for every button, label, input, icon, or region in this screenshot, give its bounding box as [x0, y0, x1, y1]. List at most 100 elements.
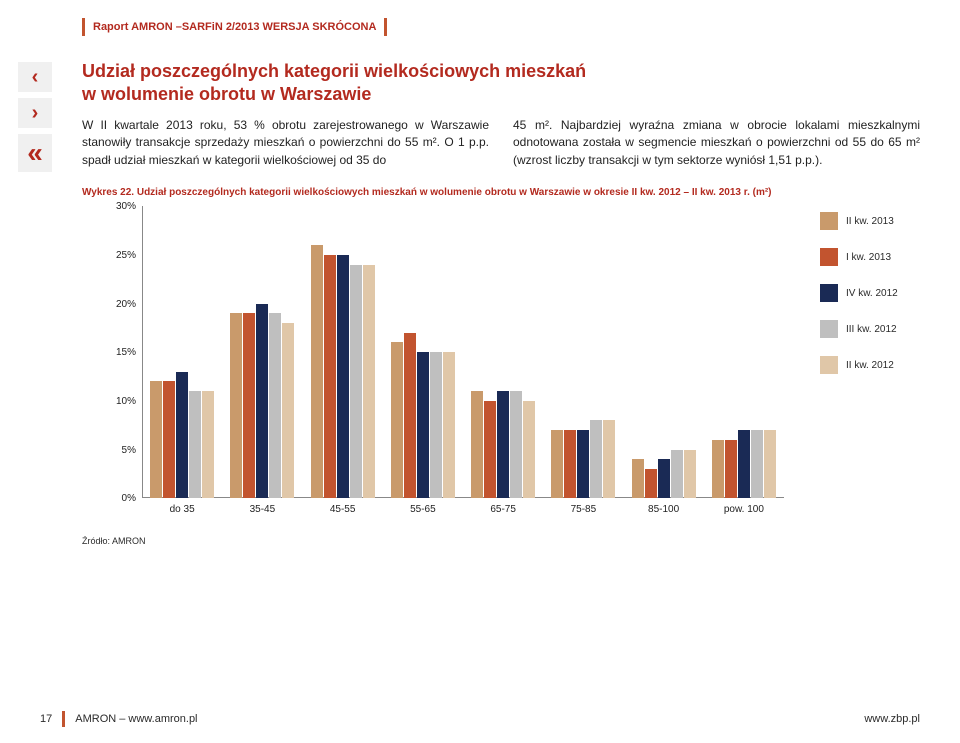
bar-group — [624, 206, 704, 498]
legend-item: III kw. 2012 — [820, 320, 898, 338]
y-tick-label: 30% — [92, 201, 136, 212]
y-tick-label: 25% — [92, 250, 136, 261]
y-tick-label: 0% — [92, 493, 136, 504]
bar — [282, 323, 294, 498]
bar — [404, 333, 416, 498]
bar — [337, 255, 349, 498]
bar — [350, 265, 362, 499]
legend-swatch — [820, 248, 838, 266]
x-label: 85-100 — [624, 504, 704, 518]
bar — [603, 420, 615, 498]
legend-swatch — [820, 212, 838, 230]
header-label: Raport AMRON –SARFiN 2/2013 WERSJA SKRÓC… — [93, 21, 376, 33]
page-nav: ‹ › « — [18, 62, 52, 178]
chevron-left-icon: ‹ — [32, 66, 39, 89]
y-tick-label: 10% — [92, 396, 136, 407]
bar — [523, 401, 535, 498]
bar — [443, 352, 455, 498]
x-label: 55-65 — [383, 504, 463, 518]
bar-group — [463, 206, 543, 498]
bar — [764, 430, 776, 498]
legend-swatch — [820, 320, 838, 338]
footer-right: www.zbp.pl — [864, 713, 920, 725]
footer-tick — [62, 711, 65, 727]
legend-swatch — [820, 284, 838, 302]
section-title: Udział poszczególnych kategorii wielkośc… — [82, 60, 602, 105]
x-label: pow. 100 — [704, 504, 784, 518]
legend-label: I kw. 2013 — [846, 252, 891, 263]
bar — [311, 245, 323, 498]
legend-swatch — [820, 356, 838, 374]
x-label: 35-45 — [222, 504, 302, 518]
x-label: 75-85 — [543, 504, 623, 518]
bar — [391, 342, 403, 498]
bar — [256, 304, 268, 499]
bar — [417, 352, 429, 498]
bar — [324, 255, 336, 498]
legend-label: IV kw. 2012 — [846, 288, 898, 299]
bar — [510, 391, 522, 498]
bar-groups — [142, 206, 784, 498]
bar — [202, 391, 214, 498]
bar — [645, 469, 657, 498]
bar — [471, 391, 483, 498]
page-number: 17 — [40, 713, 52, 725]
legend-item: IV kw. 2012 — [820, 284, 898, 302]
nav-home-button[interactable]: « — [18, 134, 52, 172]
header-tick-left — [82, 18, 85, 36]
legend-label: II kw. 2013 — [846, 216, 894, 227]
bar-group — [142, 206, 222, 498]
bar — [590, 420, 602, 498]
x-label: do 35 — [142, 504, 222, 518]
bar — [738, 430, 750, 498]
body-col-right: 45 m². Najbardziej wyraźna zmiana w obro… — [513, 117, 920, 169]
footer-left: AMRON – www.amron.pl — [75, 713, 197, 725]
legend-item: II kw. 2012 — [820, 356, 898, 374]
page-footer: 17 AMRON – www.amron.pl www.zbp.pl — [40, 711, 920, 727]
y-tick-label: 20% — [92, 299, 136, 310]
bar — [712, 440, 724, 498]
bar-chart: 0%5%10%15%20%25%30%do 3535-4545-5555-656… — [92, 206, 792, 526]
body-text: W II kwartale 2013 roku, 53 % obrotu zar… — [82, 117, 920, 169]
x-label: 65-75 — [463, 504, 543, 518]
bar — [243, 313, 255, 498]
nav-next-button[interactable]: › — [18, 98, 52, 128]
bar — [671, 450, 683, 499]
x-labels: do 3535-4545-5555-6565-7575-8585-100pow.… — [142, 504, 784, 518]
body-col-left: W II kwartale 2013 roku, 53 % obrotu zar… — [82, 117, 489, 169]
bar — [484, 401, 496, 498]
bar-group — [303, 206, 383, 498]
nav-prev-button[interactable]: ‹ — [18, 62, 52, 92]
bar — [497, 391, 509, 498]
bar — [363, 265, 375, 499]
y-tick-label: 5% — [92, 445, 136, 456]
legend-label: III kw. 2012 — [846, 324, 897, 335]
bar — [658, 459, 670, 498]
header-tick-right — [384, 18, 387, 36]
bar — [751, 430, 763, 498]
bar — [430, 352, 442, 498]
legend-item: II kw. 2013 — [820, 212, 898, 230]
bar — [163, 381, 175, 498]
bar — [551, 430, 563, 498]
legend-item: I kw. 2013 — [820, 248, 898, 266]
bar-group — [543, 206, 623, 498]
bar-group — [222, 206, 302, 498]
bar-group — [383, 206, 463, 498]
chart-caption: Wykres 22. Udział poszczególnych kategor… — [82, 187, 920, 198]
bar — [632, 459, 644, 498]
bar — [577, 430, 589, 498]
y-tick-label: 15% — [92, 347, 136, 358]
chevron-right-icon: › — [32, 102, 39, 125]
report-header: Raport AMRON –SARFiN 2/2013 WERSJA SKRÓC… — [82, 18, 920, 36]
bar — [189, 391, 201, 498]
legend-label: II kw. 2012 — [846, 360, 894, 371]
bar — [230, 313, 242, 498]
x-label: 45-55 — [303, 504, 383, 518]
bar — [176, 372, 188, 499]
bar — [725, 440, 737, 498]
bar — [564, 430, 576, 498]
bar — [150, 381, 162, 498]
bar — [269, 313, 281, 498]
bar — [684, 450, 696, 499]
